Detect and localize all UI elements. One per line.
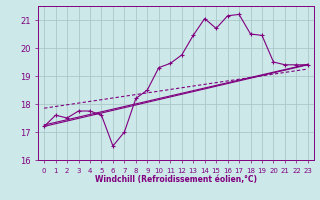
- X-axis label: Windchill (Refroidissement éolien,°C): Windchill (Refroidissement éolien,°C): [95, 175, 257, 184]
